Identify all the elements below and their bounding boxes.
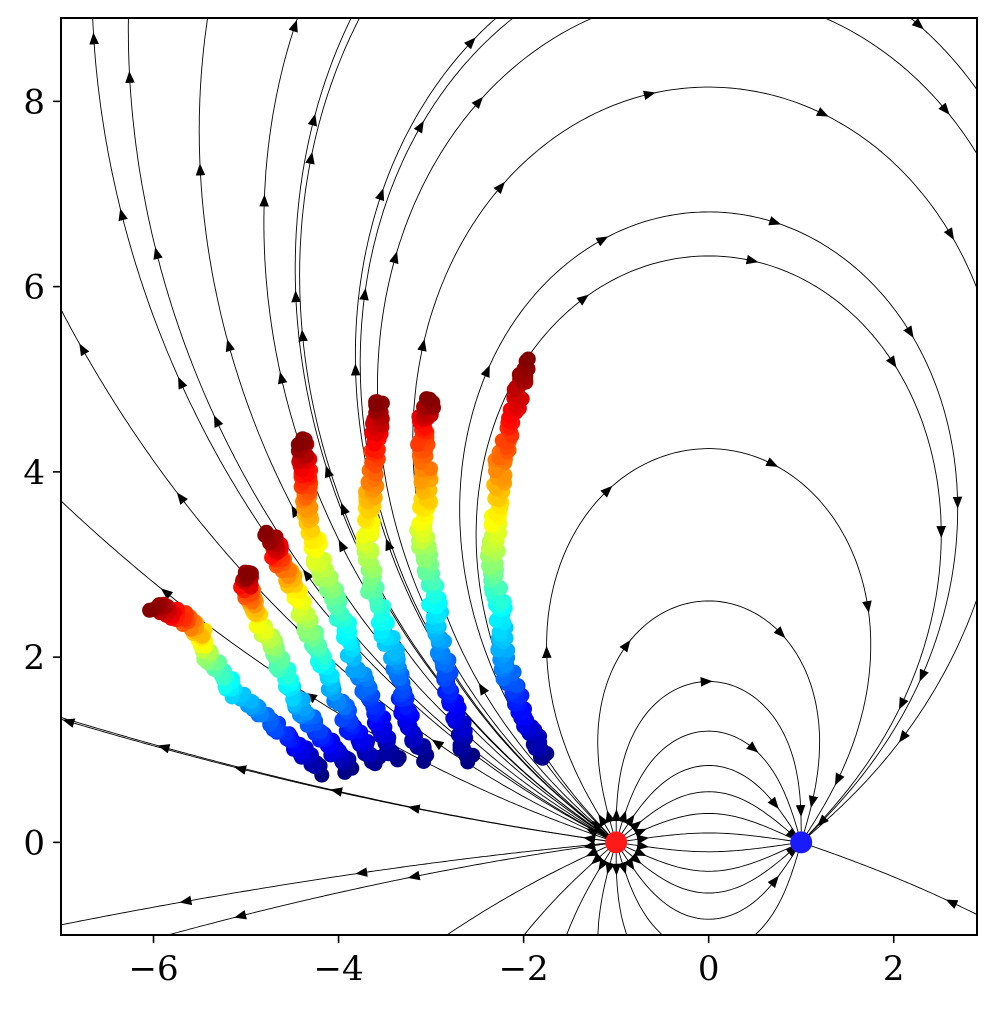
streamline xyxy=(354,18,612,840)
streamline xyxy=(616,730,800,839)
trajectory-point xyxy=(494,592,510,608)
plot-frame xyxy=(60,17,978,936)
streamline xyxy=(294,18,611,840)
streamline xyxy=(61,842,613,926)
trajectory-point xyxy=(422,391,438,407)
streamline xyxy=(619,845,797,894)
y-tick-label: 6 xyxy=(23,268,45,308)
streamline xyxy=(597,600,821,839)
streamline xyxy=(566,846,614,935)
streamline xyxy=(615,681,802,838)
streamline xyxy=(459,211,959,839)
trajectory-point xyxy=(386,646,402,662)
positive-charge xyxy=(605,831,628,854)
point-charges xyxy=(605,831,813,854)
x-tick-label: −2 xyxy=(499,949,549,989)
trajectory-point xyxy=(520,351,536,367)
particle-trajectories xyxy=(142,351,555,783)
trajectory-point xyxy=(368,397,384,413)
trajectory-point xyxy=(290,437,306,452)
streamline xyxy=(619,791,797,840)
negative-charge xyxy=(790,831,813,854)
x-tick-label: −4 xyxy=(314,949,364,989)
streamline xyxy=(909,18,977,91)
streamline xyxy=(523,845,613,935)
streamline xyxy=(359,18,613,840)
streamline xyxy=(546,448,872,839)
streamline xyxy=(620,843,796,872)
streamline xyxy=(616,846,800,935)
y-tick-label: 2 xyxy=(23,638,45,678)
streamline xyxy=(299,18,613,841)
streamline xyxy=(475,255,942,839)
x-axis-ticks: −6 −4 −2 0 2 xyxy=(128,935,905,989)
trajectory-point xyxy=(258,524,274,540)
x-tick-label: 2 xyxy=(883,949,905,989)
y-axis-ticks: 0 2 4 6 8 xyxy=(23,82,61,863)
streamline xyxy=(620,813,796,841)
streamline xyxy=(618,846,798,920)
streamline xyxy=(620,832,795,843)
streamline xyxy=(618,765,798,839)
y-tick-label: 8 xyxy=(23,82,45,122)
trajectory-point xyxy=(238,566,254,582)
y-tick-label: 4 xyxy=(23,453,45,493)
streamline xyxy=(446,843,613,935)
y-tick-label: 0 xyxy=(23,823,45,863)
streamline xyxy=(806,843,977,916)
streamline xyxy=(620,842,795,853)
streamline xyxy=(61,717,610,842)
streamline xyxy=(198,18,612,840)
x-tick-label: 0 xyxy=(698,949,720,989)
x-tick-label: −6 xyxy=(128,949,178,989)
streamline xyxy=(166,842,612,935)
streamline xyxy=(597,846,616,935)
trajectory-point xyxy=(142,602,158,618)
